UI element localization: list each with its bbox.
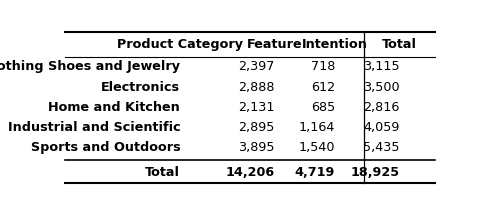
Text: 685: 685 — [311, 101, 335, 114]
Text: Industrial and Scientific: Industrial and Scientific — [7, 121, 180, 134]
Text: 18,925: 18,925 — [350, 166, 400, 179]
Text: 4,059: 4,059 — [363, 121, 400, 134]
Text: 2,397: 2,397 — [238, 60, 275, 73]
Text: 2,888: 2,888 — [238, 81, 275, 93]
Text: 2,131: 2,131 — [238, 101, 275, 114]
Text: 3,895: 3,895 — [238, 141, 275, 154]
Text: 2,816: 2,816 — [363, 101, 400, 114]
Text: 5,435: 5,435 — [363, 141, 400, 154]
Text: 3,500: 3,500 — [363, 81, 400, 93]
Text: Clothing Shoes and Jewelry: Clothing Shoes and Jewelry — [0, 60, 180, 73]
Text: 2,895: 2,895 — [238, 121, 275, 134]
Text: 1,540: 1,540 — [299, 141, 335, 154]
Text: 14,206: 14,206 — [225, 166, 275, 179]
Text: 612: 612 — [311, 81, 335, 93]
Text: Electronics: Electronics — [101, 81, 180, 93]
Text: 4,719: 4,719 — [295, 166, 335, 179]
Text: Home and Kitchen: Home and Kitchen — [48, 101, 180, 114]
Text: Product Category: Product Category — [117, 38, 243, 51]
Text: Intention: Intention — [302, 38, 368, 51]
Text: 1,164: 1,164 — [299, 121, 335, 134]
Text: Feature: Feature — [247, 38, 303, 51]
Text: 3,115: 3,115 — [363, 60, 400, 73]
Text: Sports and Outdoors: Sports and Outdoors — [31, 141, 180, 154]
Text: 718: 718 — [311, 60, 335, 73]
Text: Total: Total — [145, 166, 180, 179]
Text: Total: Total — [382, 38, 417, 51]
